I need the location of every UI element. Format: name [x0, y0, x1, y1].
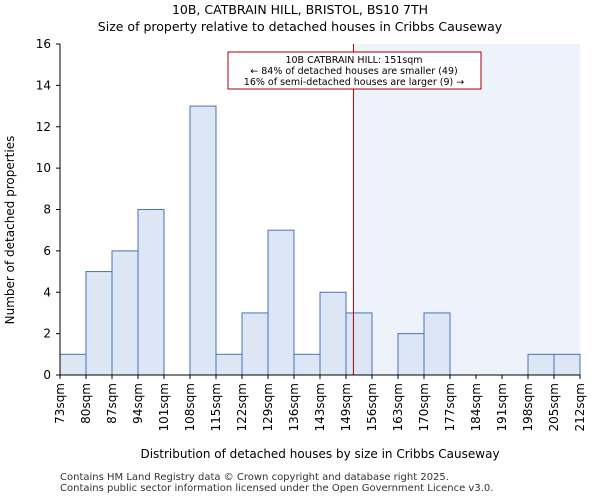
bar-87sqm	[111, 250, 139, 376]
bar-170sqm	[423, 312, 451, 376]
bar-73sqm	[59, 353, 87, 376]
footer-line-2: Contains public sector information licen…	[60, 483, 494, 494]
y-tick-label: 14	[36, 78, 51, 92]
y-tick-label: 8	[43, 203, 51, 217]
x-tick-label: 94sqm	[131, 383, 145, 424]
y-tick-label: 12	[36, 120, 51, 134]
x-tick-label: 156sqm	[365, 383, 379, 431]
x-tick-label: 198sqm	[521, 383, 535, 431]
y-tick-label: 2	[43, 327, 51, 341]
x-tick-label: 108sqm	[183, 383, 197, 431]
bar-205sqm	[553, 353, 581, 376]
x-tick-label: 149sqm	[339, 383, 353, 431]
x-tick-label: 170sqm	[417, 383, 431, 431]
x-tick-label: 163sqm	[391, 383, 405, 431]
bar-115sqm	[215, 353, 243, 376]
x-tick-label: 212sqm	[573, 383, 587, 431]
x-tick-label: 184sqm	[469, 383, 483, 431]
bar-149sqm	[345, 312, 373, 376]
x-tick-label: 191sqm	[495, 383, 509, 431]
footer-line-1: Contains HM Land Registry data © Crown c…	[60, 472, 449, 483]
x-tick-label: 177sqm	[443, 383, 457, 431]
x-tick-label: 205sqm	[547, 383, 561, 431]
y-tick-label: 6	[43, 244, 51, 258]
y-tick-label: 0	[43, 368, 51, 382]
bar-94sqm	[137, 209, 165, 376]
x-tick-label: 115sqm	[209, 383, 223, 431]
bar-163sqm	[397, 333, 425, 376]
bar-198sqm	[527, 353, 555, 376]
y-axis-label: Number of detached properties	[3, 136, 17, 325]
annotation-line-2: ← 84% of detached houses are smaller (49…	[250, 66, 457, 77]
annotation-line-3: 16% of semi-detached houses are larger (…	[244, 77, 464, 88]
x-tick-label: 87sqm	[105, 383, 119, 424]
annotation-line-1: 10B CATBRAIN HILL: 151sqm	[285, 55, 422, 66]
bar-80sqm	[85, 271, 113, 376]
y-tick-label: 4	[43, 285, 51, 299]
bar-129sqm	[267, 229, 295, 376]
bar-136sqm	[293, 353, 321, 376]
x-tick-label: 73sqm	[53, 383, 67, 424]
y-tick-label: 16	[36, 37, 51, 51]
x-axis-label: Distribution of detached houses by size …	[140, 447, 499, 461]
bar-108sqm	[189, 105, 217, 376]
x-tick-label: 101sqm	[157, 383, 171, 431]
y-tick-label: 10	[36, 161, 51, 175]
annotation-box: 10B CATBRAIN HILL: 151sqm ← 84% of detac…	[227, 51, 482, 90]
x-tick-label: 136sqm	[287, 383, 301, 431]
x-tick-label: 129sqm	[261, 383, 275, 431]
x-tick-label: 143sqm	[313, 383, 327, 431]
x-tick-label: 122sqm	[235, 383, 249, 431]
bar-122sqm	[241, 312, 269, 376]
larger-region-shade	[353, 44, 580, 375]
x-tick-label: 80sqm	[79, 383, 93, 424]
chart-title: 10B, CATBRAIN HILL, BRISTOL, BS10 7TH	[171, 2, 429, 17]
chart-subtitle: Size of property relative to detached ho…	[97, 19, 503, 34]
bar-143sqm	[319, 291, 347, 376]
